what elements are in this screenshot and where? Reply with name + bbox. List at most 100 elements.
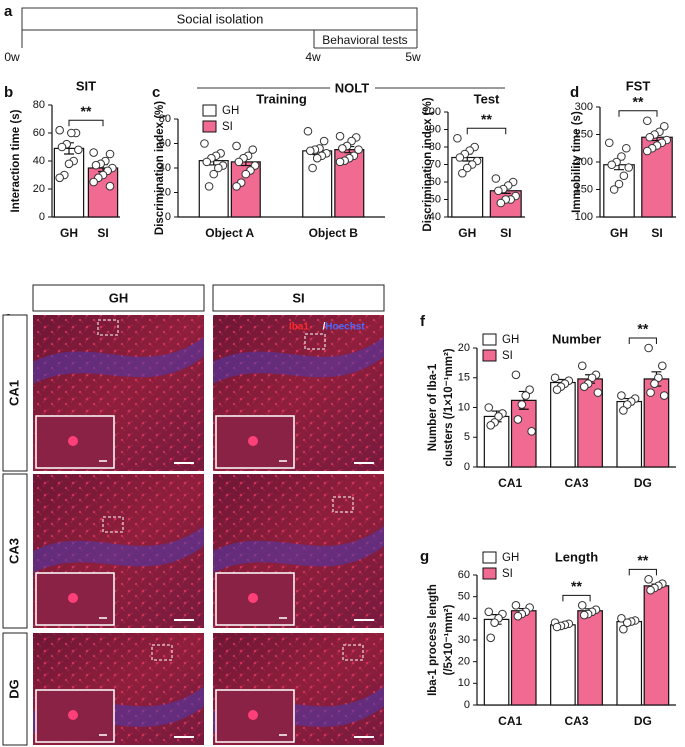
data-point xyxy=(622,400,632,409)
y-tick-label: 0 xyxy=(165,211,171,223)
roi-box xyxy=(332,496,354,513)
y-tick-label: 10 xyxy=(458,401,470,413)
nuclear-layer xyxy=(213,526,384,573)
data-point xyxy=(496,198,506,208)
x-tick-label: GH xyxy=(610,226,628,240)
data-point xyxy=(484,607,494,617)
data-point xyxy=(455,153,465,162)
data-point xyxy=(458,168,467,178)
data-point xyxy=(105,149,115,159)
nuclear-layer xyxy=(213,336,384,384)
time-label: 5w xyxy=(405,50,421,64)
inset-cell xyxy=(248,593,258,603)
significance-label: ** xyxy=(81,103,92,119)
row-header: CA3 xyxy=(6,538,21,564)
y-tick-label: 60 xyxy=(33,127,45,139)
data-point xyxy=(617,614,626,623)
legend-swatch xyxy=(202,104,217,117)
row-header-box xyxy=(2,632,28,746)
data-point xyxy=(619,624,628,634)
legend-swatch xyxy=(202,120,217,133)
y-tick-label: 80 xyxy=(159,113,171,125)
row-header-box xyxy=(2,473,28,629)
data-point xyxy=(319,136,329,146)
y-tick-label: 60 xyxy=(159,137,171,149)
data-point xyxy=(335,131,345,141)
significance-bracket xyxy=(466,127,507,135)
y-tick-label: 40 xyxy=(429,211,441,223)
legend-swatch xyxy=(482,551,497,564)
y-tick-label: 90 xyxy=(429,123,441,135)
y-tick-label: 0 xyxy=(464,699,470,711)
data-point xyxy=(604,138,614,148)
data-point xyxy=(525,385,534,394)
bar xyxy=(483,618,510,706)
y-tick-label: 60 xyxy=(429,176,441,188)
y-tick-label: 20 xyxy=(458,656,470,668)
data-point xyxy=(511,601,521,610)
data-point xyxy=(619,171,629,181)
y-tick-label: 300 xyxy=(575,101,593,113)
data-point xyxy=(644,575,653,584)
data-point xyxy=(354,145,363,154)
x-tick-label: GH xyxy=(60,226,78,240)
y-tick-label: 0 xyxy=(464,461,470,473)
significance-bracket xyxy=(562,594,591,602)
data-point xyxy=(74,145,83,155)
inset-cell xyxy=(248,710,258,720)
significance-label: ** xyxy=(637,552,648,568)
panel-label: f xyxy=(420,313,426,330)
y-tick-label: 80 xyxy=(429,141,441,153)
nolt-title: NOLT xyxy=(335,80,369,95)
data-point xyxy=(617,391,626,400)
data-point xyxy=(577,361,587,371)
data-point xyxy=(658,361,667,371)
chart-title: Test xyxy=(474,91,500,106)
data-point xyxy=(57,142,67,152)
data-point xyxy=(550,373,560,383)
isolation-box xyxy=(21,7,418,31)
bar xyxy=(550,381,576,468)
data-point xyxy=(303,126,313,136)
data-point xyxy=(659,121,669,131)
y-axis-label: Immobility time (s) xyxy=(571,111,583,213)
data-point xyxy=(494,186,503,196)
data-point xyxy=(513,611,523,621)
legend-label: SI xyxy=(502,350,513,362)
y-tick-label: 80 xyxy=(33,99,45,111)
y-tick-label: 50 xyxy=(429,193,441,205)
chart-title: Training xyxy=(256,91,307,106)
y-tick-label: 50 xyxy=(458,591,470,603)
data-point xyxy=(579,382,589,391)
data-point xyxy=(644,343,653,353)
data-point xyxy=(89,177,98,187)
roi-box xyxy=(304,333,326,350)
significance-label: ** xyxy=(481,111,492,127)
x-tick-label: SI xyxy=(500,226,511,240)
data-point xyxy=(517,400,527,409)
data-point xyxy=(462,163,472,173)
data-point xyxy=(650,379,659,389)
data-point xyxy=(642,116,652,126)
legend-label: SI xyxy=(222,121,233,133)
time-label: 0w xyxy=(4,50,20,64)
data-point xyxy=(67,128,76,138)
y-axis-label: clusters (/1×10⁻¹mm²) xyxy=(443,348,455,466)
data-point xyxy=(646,585,655,595)
significance-label: ** xyxy=(571,578,582,594)
roi-box xyxy=(97,319,119,336)
y-tick-label: 70 xyxy=(429,158,441,170)
chart-title: SIT xyxy=(76,78,96,93)
data-point xyxy=(646,388,655,397)
chart-title: Number xyxy=(552,331,601,346)
data-point xyxy=(577,601,587,610)
panel-label: a xyxy=(4,3,13,20)
y-tick-label: 30 xyxy=(458,634,470,646)
bar xyxy=(603,164,635,218)
significance-bracket xyxy=(618,110,658,117)
inset-cell xyxy=(68,710,78,720)
data-point xyxy=(91,160,101,170)
data-point xyxy=(617,152,626,161)
y-tick-label: 20 xyxy=(159,186,171,198)
